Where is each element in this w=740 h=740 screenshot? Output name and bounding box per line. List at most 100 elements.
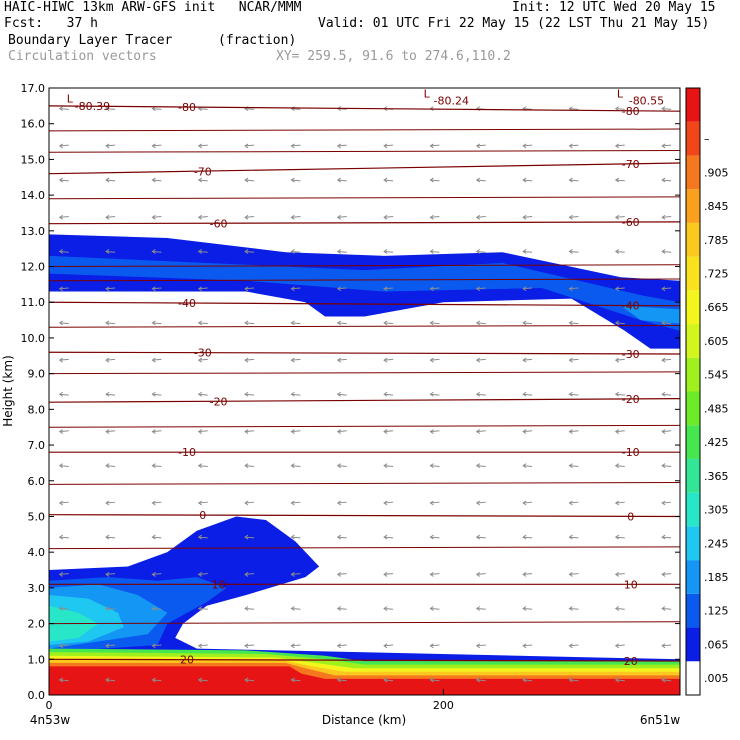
vector-shaft bbox=[152, 573, 162, 575]
vector-shaft bbox=[198, 430, 208, 433]
vector-shaft bbox=[476, 393, 486, 396]
vector-head bbox=[336, 249, 342, 254]
vector-head bbox=[475, 177, 481, 183]
vector-head bbox=[290, 143, 295, 149]
vector-shaft bbox=[198, 322, 208, 325]
vector-head bbox=[58, 143, 63, 149]
circulation-vector bbox=[151, 463, 162, 469]
vector-shaft bbox=[476, 430, 486, 433]
circulation-vector bbox=[383, 143, 394, 149]
circulation-vector bbox=[614, 534, 625, 540]
vector-head bbox=[614, 320, 620, 326]
vector-head bbox=[151, 357, 156, 363]
vector-shaft bbox=[384, 393, 394, 396]
temperature-contour bbox=[49, 221, 680, 225]
vector-head bbox=[475, 214, 481, 220]
vector-head bbox=[429, 677, 434, 683]
vector-head bbox=[614, 391, 620, 397]
temperature-contour bbox=[49, 196, 680, 200]
circulation-vector bbox=[614, 463, 625, 469]
vector-shaft bbox=[59, 108, 69, 110]
temperature-contour bbox=[49, 264, 680, 268]
vector-shaft bbox=[523, 108, 533, 110]
vector-shaft bbox=[198, 644, 208, 647]
vector-head bbox=[105, 534, 110, 540]
y-tick-label: 12.0 bbox=[21, 261, 46, 274]
circulation-vector bbox=[151, 286, 162, 292]
vector-shaft bbox=[615, 536, 625, 539]
temperature-contour bbox=[49, 546, 680, 550]
vector-head bbox=[290, 320, 295, 326]
vector-shaft bbox=[569, 144, 579, 147]
circulation-vector bbox=[568, 391, 579, 397]
vector-head bbox=[244, 606, 249, 611]
vector-shaft bbox=[384, 144, 394, 147]
colorbar-label: .185 bbox=[704, 571, 729, 584]
contour-label: -20 bbox=[622, 393, 640, 406]
circulation-vector bbox=[336, 463, 347, 469]
vector-shaft bbox=[152, 358, 162, 361]
temperature-contour bbox=[49, 351, 680, 355]
vector-shaft bbox=[198, 501, 208, 504]
vector-shaft bbox=[662, 250, 672, 253]
circulation-vector bbox=[661, 534, 672, 540]
vector-shaft bbox=[106, 216, 116, 218]
circulation-vector bbox=[290, 463, 301, 469]
vector-shaft bbox=[384, 250, 394, 253]
circulation-vector bbox=[522, 463, 533, 469]
vector-head bbox=[290, 677, 295, 683]
vector-shaft bbox=[569, 465, 579, 467]
vector-shaft bbox=[662, 144, 672, 147]
circulation-vector bbox=[336, 249, 347, 254]
vector-head bbox=[58, 320, 63, 326]
vector-head bbox=[568, 643, 573, 649]
vector-shaft bbox=[198, 358, 208, 361]
colorbar-label: .365 bbox=[704, 470, 729, 483]
circulation-vector bbox=[614, 500, 625, 506]
vector-shaft bbox=[337, 536, 347, 539]
vector-head bbox=[151, 463, 156, 469]
circulation-vector bbox=[568, 177, 579, 183]
vector-head bbox=[58, 106, 63, 112]
circulation-vector bbox=[197, 534, 208, 540]
circulation-vector bbox=[614, 249, 625, 254]
vector-head bbox=[105, 643, 110, 649]
circulation-vector bbox=[151, 143, 162, 149]
circulation-vector bbox=[151, 643, 162, 649]
circulation-vector bbox=[58, 214, 69, 220]
vector-head bbox=[522, 429, 527, 434]
circulation-vector bbox=[151, 320, 162, 326]
colorbar-swatch bbox=[686, 222, 700, 257]
circulation-vector bbox=[661, 357, 672, 363]
y-tick-label: 14.0 bbox=[21, 189, 46, 202]
vector-shaft bbox=[476, 573, 486, 575]
vector-shaft bbox=[615, 144, 625, 147]
vector-head bbox=[522, 643, 527, 649]
circulation-vector bbox=[58, 606, 69, 611]
y-tick-label: 5.0 bbox=[28, 510, 46, 523]
vector-shaft bbox=[245, 465, 255, 467]
circulation-vector bbox=[151, 249, 162, 254]
vector-head bbox=[197, 143, 203, 149]
circulation-vector bbox=[568, 214, 579, 220]
vector-head bbox=[661, 286, 666, 292]
vector-shaft bbox=[198, 144, 208, 147]
vector-head bbox=[475, 143, 481, 149]
vector-head bbox=[197, 571, 203, 577]
circulation-vector bbox=[105, 500, 116, 506]
vector-head bbox=[290, 500, 295, 506]
tracer-upper-layer-peak bbox=[620, 305, 680, 324]
vector-shaft bbox=[615, 358, 625, 361]
circulation-vector bbox=[429, 534, 440, 540]
contour-label: -30 bbox=[622, 348, 640, 361]
vector-shaft bbox=[59, 501, 69, 504]
vector-head bbox=[383, 606, 388, 611]
vector-shaft bbox=[59, 393, 69, 396]
plot-frame bbox=[48, 87, 681, 696]
vector-shaft bbox=[615, 287, 625, 290]
temperature-contour bbox=[49, 162, 680, 175]
vector-shaft bbox=[384, 573, 394, 575]
vector-shaft bbox=[523, 608, 533, 610]
vector-shaft bbox=[430, 322, 440, 325]
vector-head bbox=[522, 143, 527, 149]
